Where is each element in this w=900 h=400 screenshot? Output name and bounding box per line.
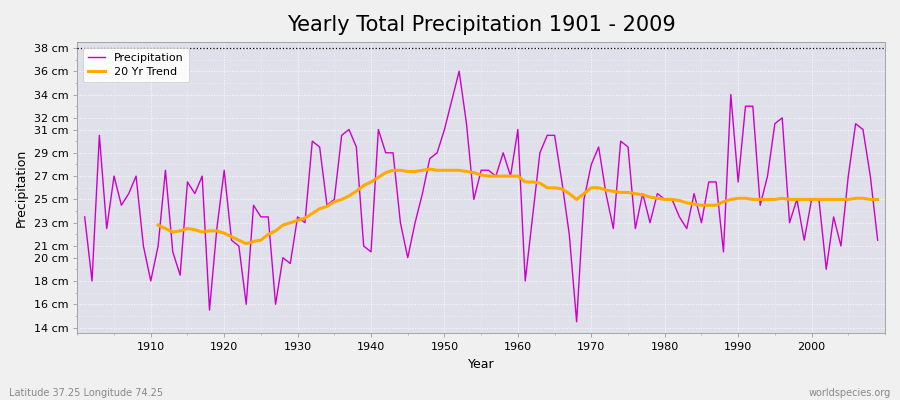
Precipitation [138, 244, 148, 248]
Y-axis label: Precipitation: Precipitation [15, 149, 28, 227]
Precipitation [872, 238, 883, 242]
20 Yr Trend [153, 223, 164, 228]
20 Yr Trend [527, 180, 538, 184]
Precipitation [616, 139, 626, 144]
20 Yr Trend [733, 196, 743, 201]
20 Yr Trend [351, 189, 362, 194]
Text: Latitude 37.25 Longitude 74.25: Latitude 37.25 Longitude 74.25 [9, 388, 163, 398]
Text: worldspecies.org: worldspecies.org [809, 388, 891, 398]
Precipitation [520, 278, 531, 283]
20 Yr Trend [328, 199, 339, 204]
Title: Yearly Total Precipitation 1901 - 2009: Yearly Total Precipitation 1901 - 2009 [287, 15, 676, 35]
X-axis label: Year: Year [468, 358, 494, 371]
Precipitation [512, 127, 523, 132]
Line: Precipitation: Precipitation [85, 71, 878, 322]
20 Yr Trend [549, 185, 560, 190]
20 Yr Trend [872, 197, 883, 202]
20 Yr Trend [241, 241, 252, 246]
Precipitation [454, 69, 464, 74]
Precipitation [572, 319, 582, 324]
Precipitation [344, 127, 355, 132]
Legend: Precipitation, 20 Yr Trend: Precipitation, 20 Yr Trend [83, 48, 189, 82]
Line: 20 Yr Trend: 20 Yr Trend [158, 169, 877, 244]
20 Yr Trend [425, 167, 436, 172]
20 Yr Trend [381, 170, 392, 175]
Precipitation [300, 220, 310, 225]
Precipitation [79, 214, 90, 219]
